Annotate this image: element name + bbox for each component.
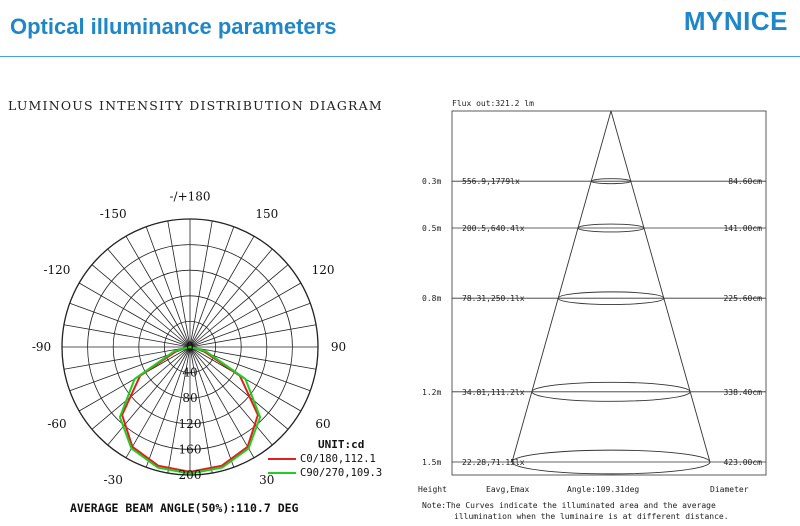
- polar-spoke: [189, 346, 273, 446]
- series-curve: [118, 346, 262, 475]
- cone-edge-right: [610, 110, 711, 463]
- beam-ellipse: [511, 449, 711, 475]
- polar-spoke: [189, 346, 317, 370]
- unit-label: UNIT:cd: [318, 438, 364, 451]
- col-diameter: Diameter: [710, 485, 749, 494]
- radial-tick-label: 80: [182, 391, 197, 405]
- angle-label: 120: [312, 263, 335, 277]
- polar-spoke: [69, 302, 191, 348]
- note-line-2: illumination when the luminaire is at di…: [454, 512, 729, 521]
- cone-body: [511, 110, 711, 463]
- polar-spoke: [107, 248, 191, 348]
- row-eavg-emax: 556.9,1779lx: [462, 177, 520, 186]
- polar-title: LUMINOUS INTENSITY DISTRIBUTION DIAGRAM: [8, 98, 383, 113]
- polar-spoke: [91, 264, 191, 348]
- polar-labels: 0 40 80 120 160 200 -/+180 -150 150 -120 120 -90 90 -…: [32, 190, 346, 488]
- polar-spoke: [91, 346, 191, 430]
- beam-angle-footer: AVERAGE BEAM ANGLE(50%):110.7 DEG: [70, 501, 299, 515]
- cone-edge-left: [511, 110, 612, 463]
- angle-label: -90: [32, 340, 51, 354]
- row-height: 1.2m: [422, 388, 441, 397]
- legend-entry: C90/270,109.3: [300, 467, 382, 479]
- page-title: Optical illuminance parameters: [10, 14, 337, 39]
- polar-curves: [118, 346, 262, 475]
- angle-label: -150: [100, 207, 127, 221]
- col-eavg: Eavg,Emax: [486, 485, 530, 494]
- polar-spoke: [189, 220, 213, 348]
- radial-tick-label: 160: [179, 442, 202, 456]
- angle-label: 90: [331, 340, 346, 354]
- angle-label: -/+180: [169, 190, 210, 204]
- polar-spoke: [167, 220, 191, 348]
- row-diameter: 141.00cm: [723, 224, 762, 233]
- legend-entry: C0/180,112.1: [300, 453, 376, 465]
- polar-legend: UNIT:cd C0/180,112.1 C90/270,109.3: [268, 438, 382, 479]
- polar-spoke: [125, 346, 191, 459]
- angle-label: 150: [255, 207, 278, 221]
- row-eavg-emax: 22.28,71.15lx: [462, 458, 525, 467]
- row-diameter: 338.40cm: [723, 388, 762, 397]
- polar-spoke: [189, 346, 235, 468]
- row-height: 1.5m: [422, 458, 441, 467]
- row-height: 0.8m: [422, 294, 441, 303]
- polar-intensity-chart: LUMINOUS INTENSITY DISTRIBUTION DIAGRAM …: [8, 98, 383, 515]
- header-divider: [0, 56, 800, 57]
- flux-out-label: Flux out:321.2 lm: [452, 99, 534, 108]
- angle-label: -120: [43, 263, 70, 277]
- row-eavg-emax: 200.5,640.4lx: [462, 224, 525, 233]
- angle-label: 60: [315, 417, 330, 431]
- polar-spoke: [107, 346, 191, 446]
- illuminance-cone-chart: Flux out:321.2 lm 0.3m 556.9,1779lx 84.60c…: [418, 99, 767, 521]
- polar-spoke: [189, 346, 255, 459]
- col-angle: Angle:109.31deg: [567, 485, 639, 494]
- polar-spoke: [189, 302, 311, 348]
- polar-spoke: [145, 226, 191, 348]
- col-height: Height: [418, 485, 447, 494]
- polar-spoke: [145, 346, 191, 468]
- angle-label: -60: [47, 417, 66, 431]
- polar-spoke: [189, 346, 213, 474]
- row-diameter: 423.00cm: [723, 458, 762, 467]
- polar-spoke: [167, 346, 191, 474]
- polar-spoke: [63, 346, 191, 370]
- polar-spoke: [63, 324, 191, 348]
- row-diameter: 84.60cm: [728, 177, 762, 186]
- angle-label: -30: [104, 473, 123, 487]
- polar-grid: [61, 218, 319, 476]
- radial-tick-label: 120: [179, 417, 202, 431]
- polar-spoke: [189, 248, 273, 348]
- polar-spoke: [189, 235, 255, 348]
- polar-spoke: [125, 235, 191, 348]
- beam-ellipse: [531, 381, 691, 402]
- row-height: 0.3m: [422, 177, 441, 186]
- row-eavg-emax: 34.81,111.2lx: [462, 388, 525, 397]
- brand-logo: MYNICE: [683, 6, 788, 36]
- radial-tick-label: 0: [186, 340, 194, 354]
- cone-frame: [451, 110, 767, 476]
- beam-ellipse: [557, 291, 665, 305]
- polar-spoke: [78, 282, 191, 348]
- radial-tick-label: 40: [182, 366, 197, 380]
- note-line-1: Note:The Curves indicate the illuminated…: [422, 501, 716, 510]
- polar-spoke: [189, 264, 289, 348]
- polar-spoke: [189, 324, 317, 348]
- angle-label: 30: [259, 473, 274, 487]
- row-diameter: 225.60cm: [723, 294, 762, 303]
- radial-tick-label: 200: [179, 468, 202, 482]
- polar-spoke: [189, 282, 302, 348]
- beam-ellipse: [577, 223, 645, 233]
- beam-ellipse: [590, 178, 632, 185]
- row-height: 0.5m: [422, 224, 441, 233]
- polar-spoke: [189, 346, 289, 430]
- row-eavg-emax: 78.31,250.1lx: [462, 294, 525, 303]
- polar-spoke: [189, 226, 235, 348]
- cone-rows: 0.3m 556.9,1779lx 84.60cm 0.5m 200.5,640.4lx…: [422, 177, 766, 475]
